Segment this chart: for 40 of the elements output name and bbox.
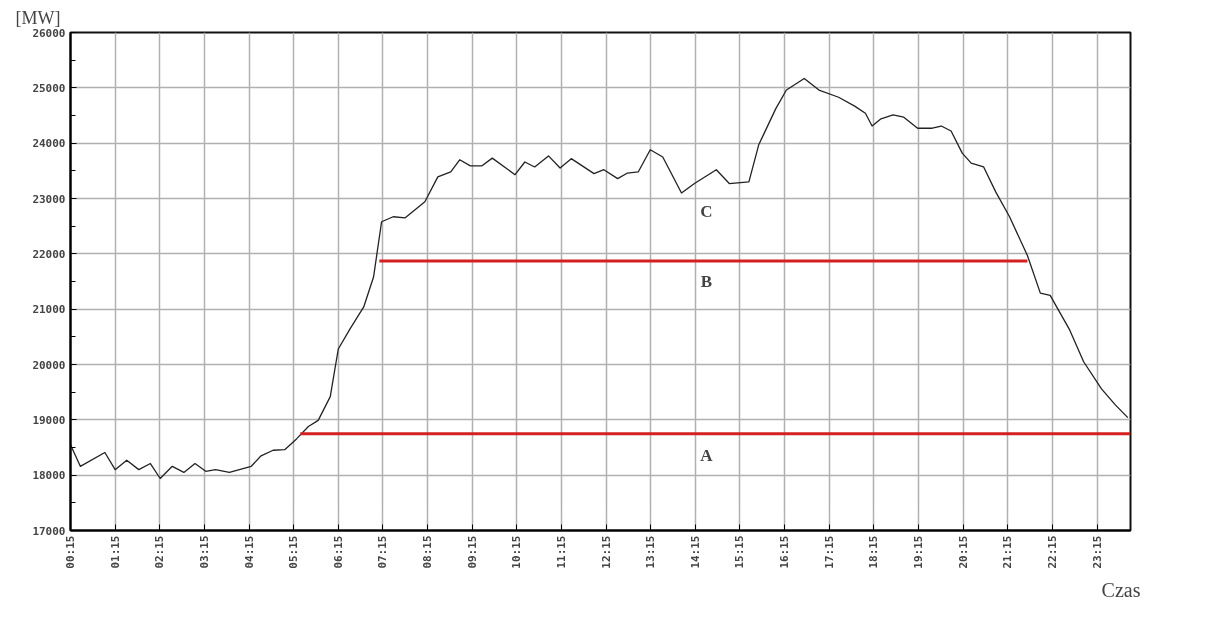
x-tick-label: 03:15 <box>197 535 211 569</box>
y-axis-title: [MW] <box>15 7 61 28</box>
y-tick-label: 23000 <box>32 192 66 206</box>
y-tick-label: 17000 <box>32 524 66 538</box>
x-tick-label: 19:15 <box>912 535 925 569</box>
x-tick-label: 10:15 <box>510 535 524 569</box>
x-tick-label: 04:15 <box>242 535 256 569</box>
y-tick-label: 25000 <box>32 81 66 95</box>
x-tick-label: 21:15 <box>1001 535 1015 569</box>
y-tick-label: 20000 <box>32 358 66 372</box>
x-tick-label: 22:15 <box>1045 535 1059 569</box>
y-tick-label: 19000 <box>32 413 66 427</box>
annotation: A <box>700 446 714 466</box>
y-tick-label: 26000 <box>32 26 66 40</box>
x-tick-label: 11:15 <box>554 535 568 569</box>
annotation: B <box>700 272 713 291</box>
x-tick-label: 06:15 <box>331 535 345 569</box>
y-tick-label: 21000 <box>32 303 66 317</box>
x-tick-label: 17:15 <box>822 535 836 569</box>
annotation: C <box>700 202 713 222</box>
x-tick-label: 07:15 <box>376 535 390 569</box>
x-tick-label: 01:15 <box>108 535 122 569</box>
x-tick-label: 00:15 <box>64 535 77 569</box>
x-tick-label: 16:15 <box>778 535 792 569</box>
x-tick-label: 18:15 <box>867 535 881 569</box>
x-axis-title: Czas <box>1101 578 1141 601</box>
line-series <box>70 77 1129 480</box>
x-tick-label: 14:15 <box>688 535 702 569</box>
y-tick-label: 18000 <box>32 469 66 483</box>
y-tick-label: 24000 <box>32 137 66 151</box>
x-tick-label: 05:15 <box>287 535 301 569</box>
x-tick-label: 13:15 <box>644 535 658 569</box>
y-tick-label: 22000 <box>32 247 66 261</box>
x-tick-label: 08:15 <box>421 535 435 569</box>
x-tick-label: 23:15 <box>1090 535 1104 569</box>
x-tick-label: 15:15 <box>733 535 747 569</box>
x-tick-label: 12:15 <box>599 535 613 569</box>
x-tick-label: 02:15 <box>153 535 167 569</box>
x-tick-label: 20:15 <box>956 535 970 569</box>
x-tick-label: 09:15 <box>465 535 479 569</box>
